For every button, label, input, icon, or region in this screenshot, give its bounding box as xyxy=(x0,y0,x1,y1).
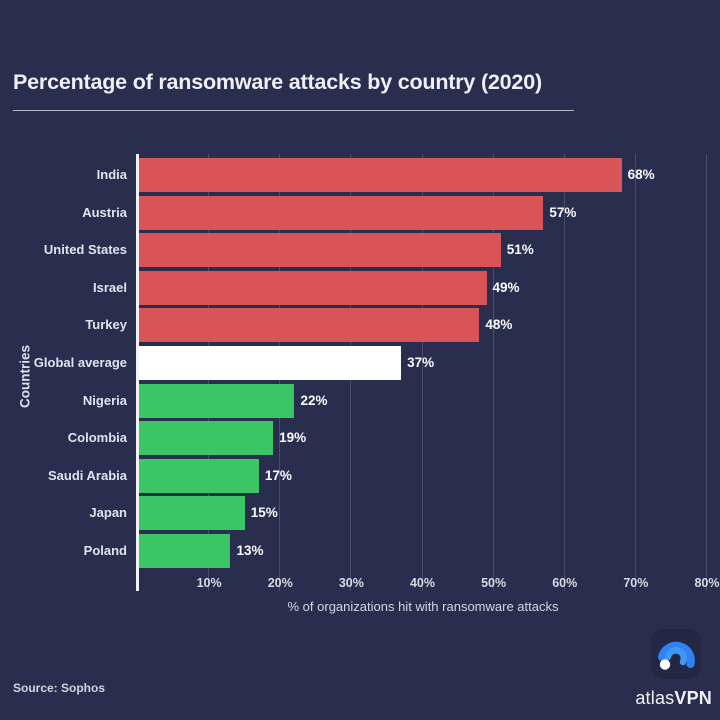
value-label: 49% xyxy=(492,279,520,295)
bar-israel xyxy=(138,270,487,305)
bar-india xyxy=(138,158,622,192)
value-label: 19% xyxy=(279,430,307,446)
y-axis-line xyxy=(136,154,139,591)
category-label: Poland xyxy=(83,543,127,558)
x-tick-label: 20% xyxy=(267,576,293,590)
value-label: 15% xyxy=(250,505,278,521)
gridline-50 xyxy=(492,154,494,591)
value-label: 22% xyxy=(300,392,328,408)
value-label: 48% xyxy=(485,317,513,333)
x-tick-label: 40% xyxy=(409,576,436,590)
title-underline xyxy=(13,110,574,111)
gridline-80 xyxy=(706,154,707,591)
gridline-60 xyxy=(563,154,565,591)
category-label: Global average xyxy=(33,355,127,370)
brand-atlas: atlas xyxy=(635,688,675,708)
bar-global-average xyxy=(138,346,402,380)
category-label: Japan xyxy=(89,505,127,521)
chart-title: Percentage of ransomware attacks by coun… xyxy=(13,70,542,94)
bar-austria xyxy=(138,195,544,230)
value-label: 17% xyxy=(264,467,292,483)
gridline-70 xyxy=(634,154,636,591)
source-note: Source: Sophos xyxy=(13,681,106,695)
x-tick-label: 80% xyxy=(694,576,720,590)
bar-saudi-arabia xyxy=(138,458,259,493)
atlasvpn-logo-icon xyxy=(651,629,701,679)
category-label: Saudi Arabia xyxy=(48,467,127,483)
gridline-40 xyxy=(421,154,423,591)
value-label: 68% xyxy=(627,167,655,182)
value-label: 51% xyxy=(506,242,534,258)
category-label: United States xyxy=(43,242,127,258)
brand-wordmark: atlasVPN xyxy=(635,688,712,709)
category-label: Turkey xyxy=(85,317,127,333)
bar-colombia xyxy=(138,421,274,456)
x-tick-label: 30% xyxy=(338,576,364,590)
bar-united-states xyxy=(138,233,501,268)
category-label: Nigeria xyxy=(82,392,127,408)
value-label: 57% xyxy=(549,204,577,220)
x-tick-label: 10% xyxy=(196,576,222,590)
x-tick-label: 50% xyxy=(481,576,507,590)
x-tick-label: 60% xyxy=(552,576,578,590)
brand-vpn: VPN xyxy=(674,688,712,708)
bar-poland xyxy=(138,534,231,568)
x-tick-label: 70% xyxy=(623,576,649,590)
bar-nigeria xyxy=(138,383,295,418)
x-axis-label: % of organizations hit with ransomware a… xyxy=(287,599,559,614)
category-label: Israel xyxy=(93,279,127,295)
bar-japan xyxy=(138,496,245,531)
category-label: India xyxy=(96,167,127,182)
category-label: Austria xyxy=(82,204,127,220)
bar-turkey xyxy=(138,308,480,343)
value-label: 37% xyxy=(407,355,435,370)
value-label: 13% xyxy=(236,543,264,558)
category-label: Colombia xyxy=(67,430,127,446)
